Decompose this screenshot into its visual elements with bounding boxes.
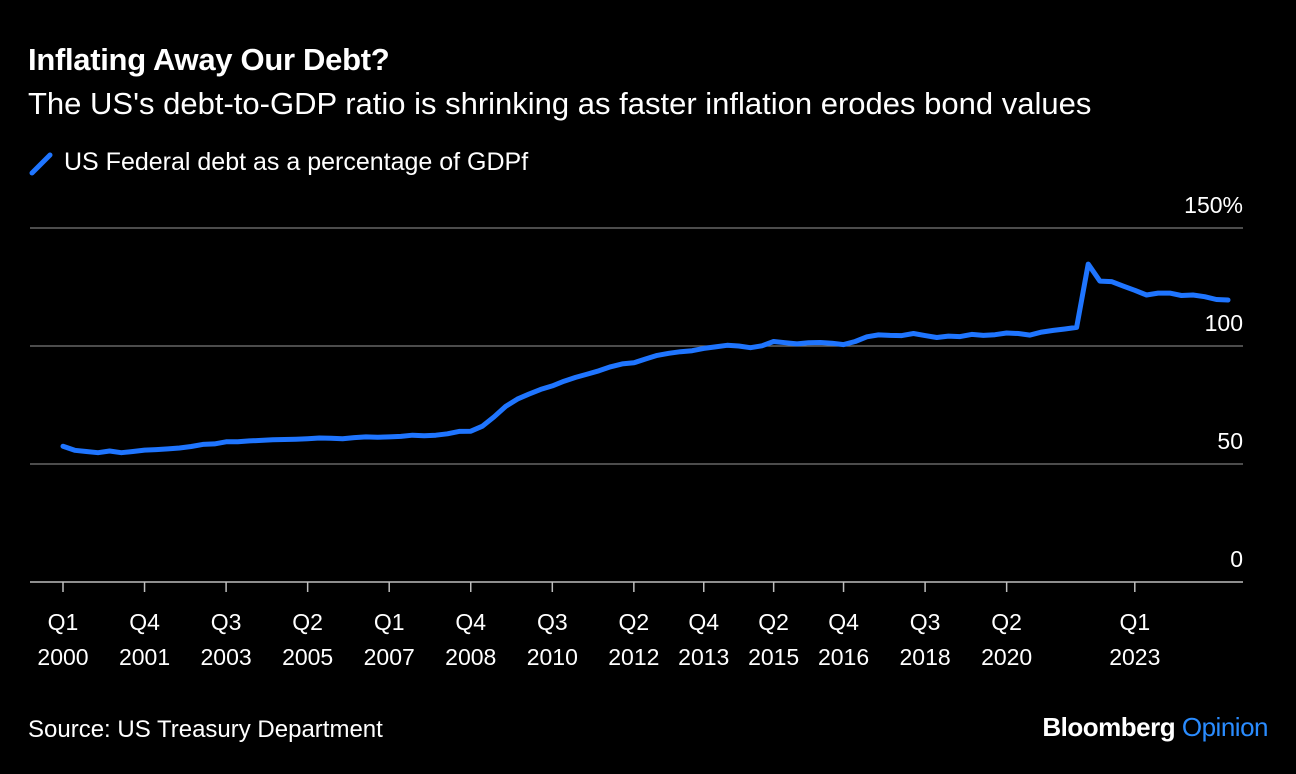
x-tick-label-quarter: Q1: [48, 609, 79, 635]
series-line-debt-to-gdp: [60, 261, 1231, 456]
brand-logo: Bloomberg Opinion: [1042, 712, 1268, 743]
x-tick-label-quarter: Q2: [991, 609, 1022, 635]
legend: US Federal debt as a percentage of GDPf: [28, 148, 528, 177]
x-tick-label-quarter: Q3: [537, 609, 568, 635]
y-tick-label: 150%: [1184, 192, 1243, 218]
x-tick-label-year: 2001: [119, 644, 170, 670]
x-tick-label-year: 2003: [201, 644, 252, 670]
x-tick-label-year: 2016: [818, 644, 869, 670]
x-tick-label-year: 2012: [608, 644, 659, 670]
x-tick-label-year: 2018: [900, 644, 951, 670]
x-tick-label-quarter: Q4: [688, 609, 719, 635]
x-tick-label-quarter: Q2: [758, 609, 789, 635]
legend-swatch: [29, 152, 53, 175]
x-tick-label-year: 2000: [37, 644, 88, 670]
x-tick-label-year: 2008: [445, 644, 496, 670]
x-tick-label-quarter: Q1: [1119, 609, 1150, 635]
x-tick-label-quarter: Q2: [619, 609, 650, 635]
y-tick-label: 50: [1217, 428, 1243, 454]
x-tick-label-year: 2020: [981, 644, 1032, 670]
legend-label: US Federal debt as a percentage of GDPf: [64, 148, 529, 176]
x-tick-label-year: 2015: [748, 644, 799, 670]
x-tick-label-quarter: Q4: [828, 609, 859, 635]
x-tick-label-quarter: Q2: [292, 609, 323, 635]
x-tick-label-year: 2023: [1109, 644, 1160, 670]
chart-title: Inflating Away Our Debt?: [28, 42, 390, 77]
x-tick-label-year: 2007: [364, 644, 415, 670]
x-tick-label-quarter: Q3: [211, 609, 242, 635]
x-tick-label-quarter: Q4: [129, 609, 160, 635]
x-tick-label-quarter: Q3: [910, 609, 941, 635]
x-tick-label-quarter: Q1: [374, 609, 405, 635]
x-tick-label-quarter: Q4: [455, 609, 486, 635]
x-tick-label-year: 2010: [527, 644, 578, 670]
brand-accent: Opinion: [1181, 712, 1269, 742]
y-tick-label: 0: [1230, 546, 1243, 572]
brand-name: Bloomberg: [1042, 712, 1176, 742]
y-tick-label: 100: [1205, 310, 1243, 336]
x-tick-label-year: 2013: [678, 644, 729, 670]
chart-subtitle: The US's debt-to-GDP ratio is shrinking …: [28, 86, 1092, 121]
source-note: Source: US Treasury Department: [28, 716, 383, 743]
x-tick-label-year: 2005: [282, 644, 333, 670]
